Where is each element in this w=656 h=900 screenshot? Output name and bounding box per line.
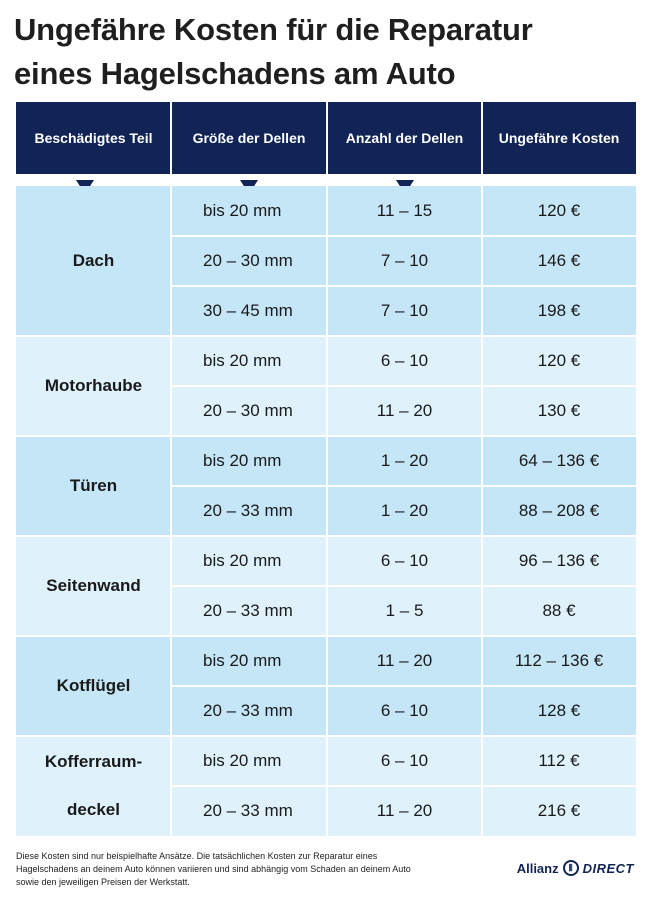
part-cell: Seitenwand — [16, 536, 171, 636]
column-divider — [170, 102, 172, 840]
part-name: Kotflügel — [56, 676, 131, 695]
cost-cell: 120 € — [482, 336, 636, 386]
part-cell: Kotflügel — [16, 636, 171, 736]
footnote: Diese Kosten sind nur beispielhafte Ansä… — [16, 851, 411, 887]
cost-table: Beschädigtes Teil Größe der Dellen Anzahl … — [16, 102, 636, 840]
cost-cell: 88 – 208 € — [482, 486, 636, 536]
dent-count-cell: 7 – 10 — [327, 236, 482, 286]
row-divider — [171, 585, 636, 587]
cost-cell: 198 € — [482, 286, 636, 336]
dent-size-cell: bis 20 mm — [171, 186, 327, 236]
cost-cell: 64 – 136 € — [482, 436, 636, 486]
dent-count-cell: 6 – 10 — [327, 686, 482, 736]
part-name: Dach — [72, 251, 115, 270]
dent-size-cell: 20 – 33 mm — [171, 786, 327, 836]
cost-cell: 112 – 136 € — [482, 636, 636, 686]
dent-count-cell: 1 – 20 — [327, 436, 482, 486]
row-divider — [171, 235, 636, 237]
part-cell: Türen — [16, 436, 171, 536]
dent-count-cell: 7 – 10 — [327, 286, 482, 336]
dent-count-cell: 6 – 10 — [327, 736, 482, 786]
dent-count-cell: 6 – 10 — [327, 536, 482, 586]
dent-count-cell: 11 – 20 — [327, 386, 482, 436]
cost-cell: 88 € — [482, 586, 636, 636]
part-name: Seitenwand — [46, 576, 141, 595]
dent-size-cell: 20 – 33 mm — [171, 686, 327, 736]
cost-cell: 130 € — [482, 386, 636, 436]
dent-size-cell: 20 – 33 mm — [171, 486, 327, 536]
part-name: deckel — [67, 800, 120, 819]
cost-cell: 146 € — [482, 236, 636, 286]
dent-size-cell: 20 – 33 mm — [171, 586, 327, 636]
header-damaged-part: Beschädigtes Teil — [16, 102, 171, 174]
row-divider — [171, 385, 636, 387]
header-dent-count: Anzahl der Dellen — [327, 102, 482, 174]
cost-cell: 112 € — [482, 736, 636, 786]
dent-size-cell: 30 – 45 mm — [171, 286, 327, 336]
part-cell: Dach — [16, 186, 171, 336]
row-divider — [171, 285, 636, 287]
dent-size-cell: 20 – 30 mm — [171, 236, 327, 286]
cost-cell: 96 – 136 € — [482, 536, 636, 586]
part-name: Kofferraum- — [44, 752, 143, 771]
dent-size-cell: bis 20 mm — [171, 736, 327, 786]
row-divider — [171, 785, 636, 787]
column-divider — [481, 102, 483, 840]
dent-size-cell: bis 20 mm — [171, 336, 327, 386]
allianz-eagle-icon: ⫴ — [562, 860, 579, 876]
dent-count-cell: 11 – 15 — [327, 186, 482, 236]
title-line-2: eines Hagelschadens am Auto — [14, 56, 456, 91]
column-divider — [326, 102, 328, 840]
title-line-1: Ungefähre Kosten für die Reparatur — [14, 12, 533, 47]
logo-product: DIRECT — [582, 860, 634, 876]
dent-count-cell: 1 – 5 — [327, 586, 482, 636]
part-cell: Kofferraum-deckel — [16, 736, 171, 836]
allianz-direct-logo: Allianz ⫴ DIRECT — [517, 860, 634, 876]
part-name: Türen — [69, 476, 118, 495]
dent-count-cell: 11 – 20 — [327, 636, 482, 686]
dent-count-cell: 6 – 10 — [327, 336, 482, 386]
cost-cell: 216 € — [482, 786, 636, 836]
page-title: Ungefähre Kosten für die Reparatur eines… — [14, 8, 644, 96]
dent-count-cell: 11 – 20 — [327, 786, 482, 836]
dent-size-cell: bis 20 mm — [171, 536, 327, 586]
row-divider — [171, 485, 636, 487]
part-name: Motorhaube — [44, 376, 143, 395]
dent-count-cell: 1 – 20 — [327, 486, 482, 536]
cost-cell: 120 € — [482, 186, 636, 236]
row-divider — [171, 685, 636, 687]
logo-brand: Allianz — [516, 860, 559, 876]
part-cell: Motorhaube — [16, 336, 171, 436]
dent-size-cell: bis 20 mm — [171, 436, 327, 486]
dent-size-cell: 20 – 30 mm — [171, 386, 327, 436]
dent-size-cell: bis 20 mm — [171, 636, 327, 686]
cost-cell: 128 € — [482, 686, 636, 736]
header-approx-cost: Ungefähre Kosten — [482, 102, 636, 174]
header-dent-size: Größe der Dellen — [171, 102, 327, 174]
